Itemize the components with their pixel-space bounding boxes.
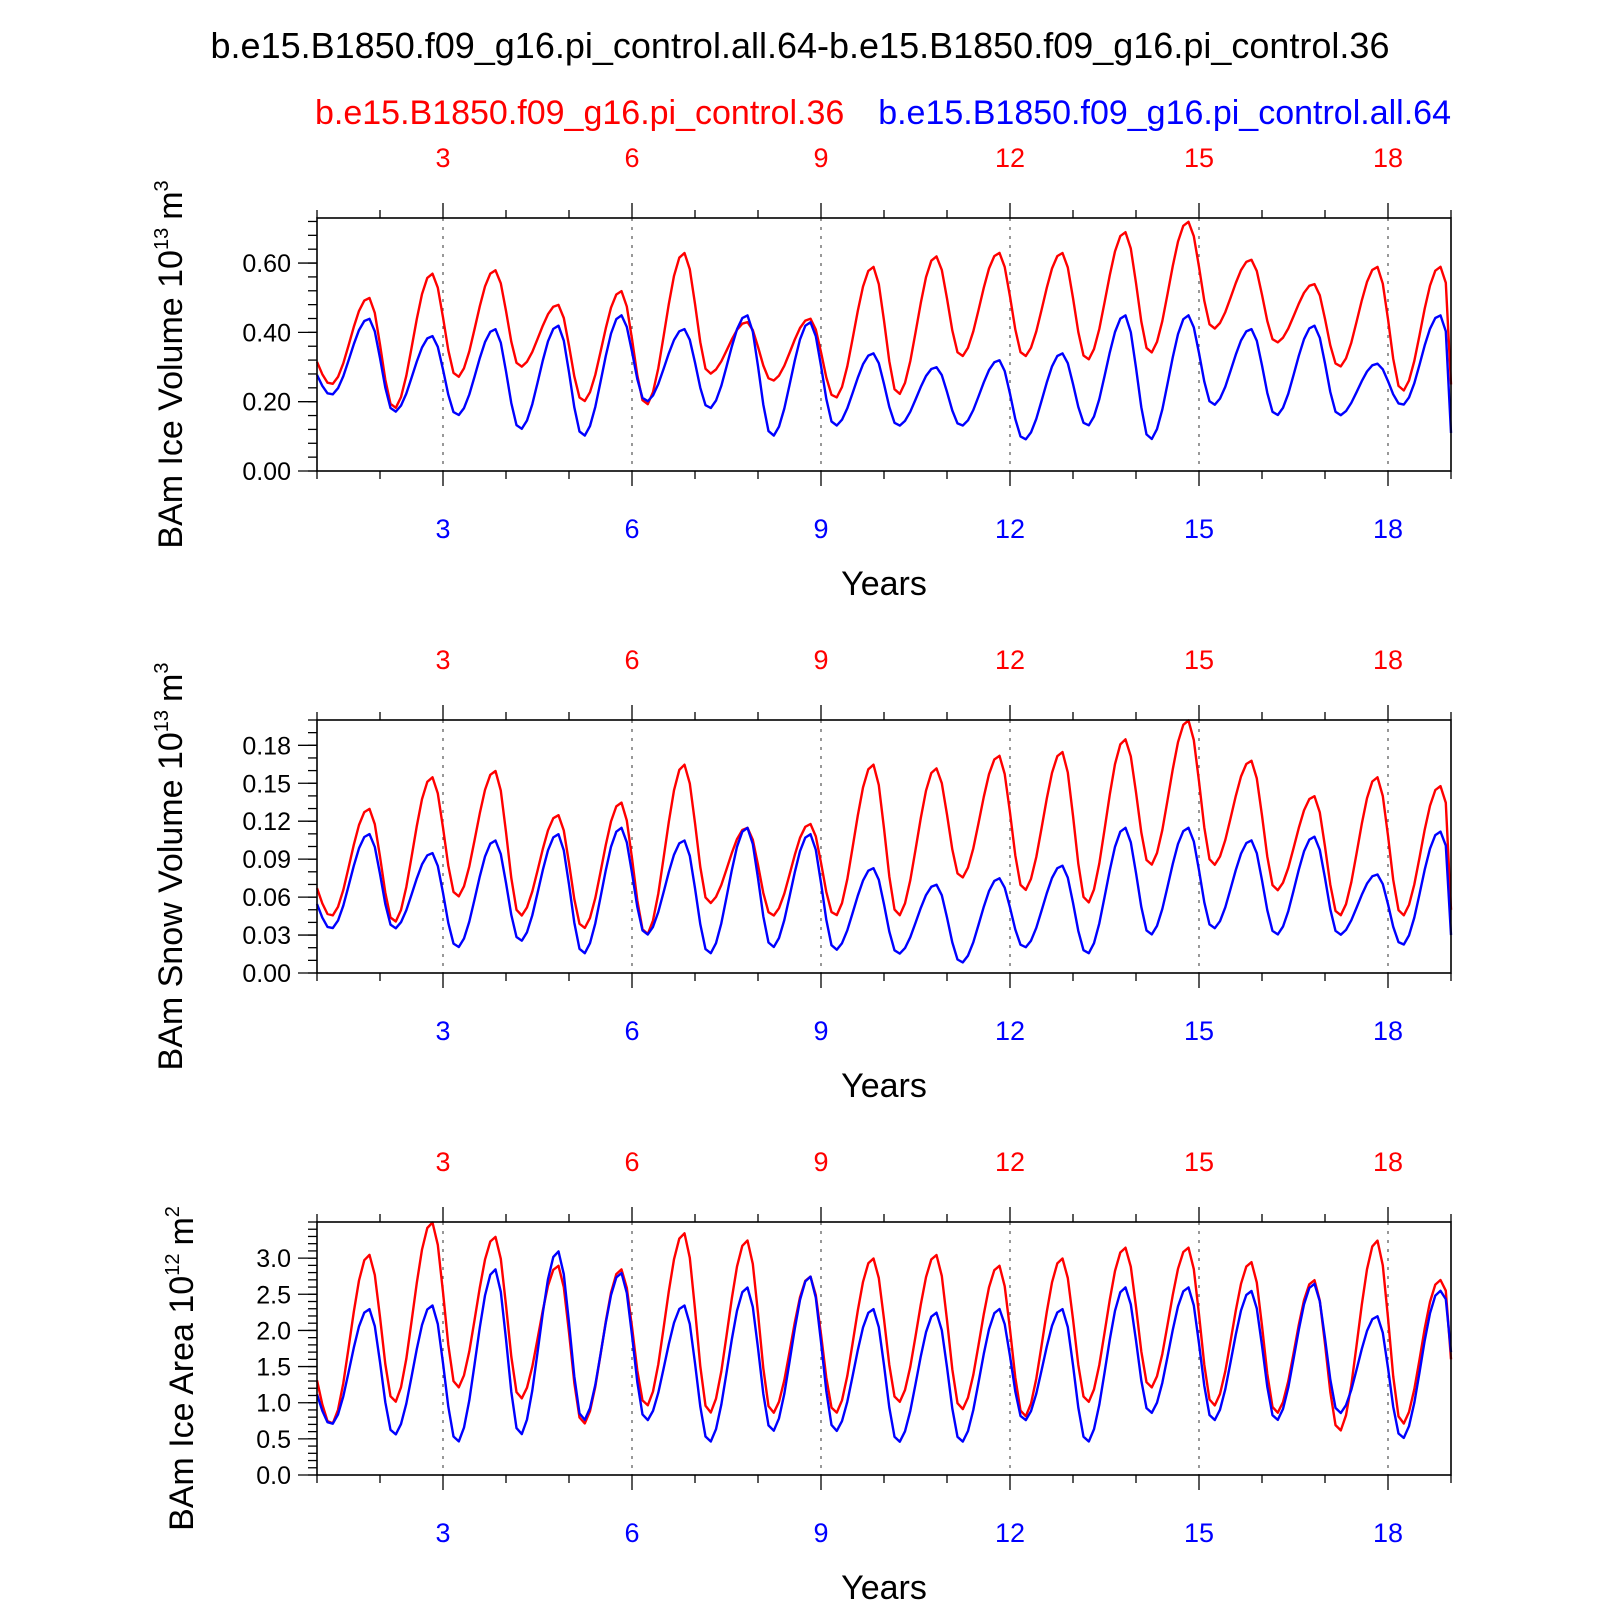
top-x-tick-label: 6 [624, 1147, 639, 1177]
chart-panel-3: 3 6 9 12 15 18 3 6 9 12 15 18 0.0 0.5 1.0 1.5 2.0 2.5 3.0 Y… [162, 1147, 1453, 1600]
bottom-x-tick-label: 3 [435, 1518, 450, 1548]
y-tick-label: 0.20 [242, 389, 291, 417]
y-tick-label: 0.00 [242, 458, 291, 486]
bottom-x-tick-label: 9 [813, 514, 828, 544]
y-axis-title-exponent: 13 [151, 228, 173, 250]
top-x-tick-label: 3 [435, 645, 450, 675]
y-axis-title-exponent: 12 [162, 1254, 184, 1276]
top-x-tick-label: 15 [1184, 143, 1214, 173]
top-x-tick-label: 6 [624, 645, 639, 675]
bottom-x-tick-label: 9 [813, 1016, 828, 1046]
bottom-x-tick-label: 12 [995, 514, 1025, 544]
y-axis-title: BAm Ice Area 1012 m2 [162, 1206, 201, 1531]
y-tick-label: 0.18 [242, 732, 291, 760]
top-x-tick-label: 18 [1373, 645, 1403, 675]
top-x-tick-label: 12 [995, 143, 1025, 173]
top-x-tick-label: 12 [995, 645, 1025, 675]
top-x-tick-label: 18 [1373, 1147, 1403, 1177]
bottom-x-tick-label: 12 [995, 1016, 1025, 1046]
series-line-red [315, 220, 1453, 409]
bottom-x-tick-label: 15 [1184, 1518, 1214, 1548]
top-x-tick-label: 12 [995, 1147, 1025, 1177]
y-tick-label: 0.0 [256, 1462, 291, 1490]
plot-frame [316, 719, 1452, 974]
y-axis-title-unit-exponent: 3 [151, 180, 173, 191]
y-tick-label: 0.60 [242, 250, 291, 278]
y-axis-title-unit-exponent: 3 [151, 663, 173, 674]
y-tick-label: 0.15 [242, 770, 291, 798]
plot-frame [316, 1221, 1452, 1476]
bottom-x-tick-label: 6 [624, 1518, 639, 1548]
y-axis-title-unit: m [152, 191, 190, 219]
top-x-tick-label: 9 [813, 143, 828, 173]
y-tick-label: 1.5 [256, 1354, 291, 1382]
series-line-red [315, 1221, 1453, 1432]
panels: 3 6 9 12 15 18 3 6 9 12 15 18 0.00 0.20 0.40 0.60 Years B… [151, 143, 1453, 1600]
y-axis-title-unit-exponent: 2 [162, 1206, 184, 1217]
x-axis-title: Years [841, 565, 927, 603]
top-x-tick-label: 15 [1184, 645, 1214, 675]
bottom-x-tick-label: 18 [1373, 514, 1403, 544]
x-axis-title: Years [841, 1569, 927, 1600]
y-tick-label: 0.09 [242, 846, 291, 874]
y-tick-label: 2.5 [256, 1281, 291, 1309]
y-axis-title-unit: m [152, 674, 190, 702]
top-x-tick-label: 15 [1184, 1147, 1214, 1177]
y-tick-label: 0.03 [242, 922, 291, 950]
top-x-tick-label: 6 [624, 143, 639, 173]
bottom-x-tick-label: 15 [1184, 514, 1214, 544]
y-axis-title-text: BAm Snow Volume 10 [152, 732, 190, 1070]
y-tick-label: 2.0 [256, 1317, 291, 1345]
plot-frame [316, 217, 1452, 472]
y-axis-title: BAm Ice Volume 1013 m3 [151, 180, 190, 548]
bottom-x-tick-label: 3 [435, 1016, 450, 1046]
bottom-x-tick-label: 15 [1184, 1016, 1214, 1046]
chart-panel-1: 3 6 9 12 15 18 3 6 9 12 15 18 0.00 0.20 0.40 0.60 Years B… [151, 143, 1453, 603]
y-tick-label: 0.40 [242, 319, 291, 347]
y-axis-title-exponent: 13 [151, 710, 173, 732]
y-axis-title-text: BAm Ice Area 10 [163, 1276, 201, 1531]
series-title-blue: b.e15.B1850.f09_g16.pi_control.all.64 [878, 94, 1451, 132]
series-line-blue [315, 826, 1453, 964]
bottom-x-tick-label: 6 [624, 514, 639, 544]
y-axis-title-text: BAm Ice Volume 10 [152, 250, 190, 549]
x-axis-title: Years [841, 1067, 927, 1105]
series-line-blue [315, 314, 1453, 441]
series-line-blue [315, 1250, 1453, 1443]
top-x-tick-label: 9 [813, 645, 828, 675]
bottom-x-tick-label: 18 [1373, 1518, 1403, 1548]
y-tick-label: 0.5 [256, 1426, 291, 1454]
y-tick-label: 1.0 [256, 1390, 291, 1418]
figure-title: b.e15.B1850.f09_g16.pi_control.all.64-b.… [211, 25, 1390, 66]
y-tick-label: 0.12 [242, 808, 291, 836]
bottom-x-tick-label: 6 [624, 1016, 639, 1046]
y-tick-label: 0.06 [242, 884, 291, 912]
series-line-red [315, 719, 1453, 936]
y-tick-label: 0.00 [242, 960, 291, 988]
bottom-x-tick-label: 18 [1373, 1016, 1403, 1046]
bottom-x-tick-label: 12 [995, 1518, 1025, 1548]
bottom-x-tick-label: 3 [435, 514, 450, 544]
y-axis-title-unit: m [163, 1217, 201, 1245]
y-tick-label: 3.0 [256, 1245, 291, 1273]
top-x-tick-label: 18 [1373, 143, 1403, 173]
top-x-tick-label: 9 [813, 1147, 828, 1177]
chart-panel-2: 3 6 9 12 15 18 3 6 9 12 15 18 0.00 0.03 0.06 0.09 0.12 0.… [151, 645, 1453, 1105]
series-title-red: b.e15.B1850.f09_g16.pi_control.36 [315, 94, 844, 132]
top-x-tick-label: 3 [435, 143, 450, 173]
top-x-tick-label: 3 [435, 1147, 450, 1177]
y-axis-title: BAm Snow Volume 1013 m3 [151, 663, 190, 1071]
bottom-x-tick-label: 9 [813, 1518, 828, 1548]
